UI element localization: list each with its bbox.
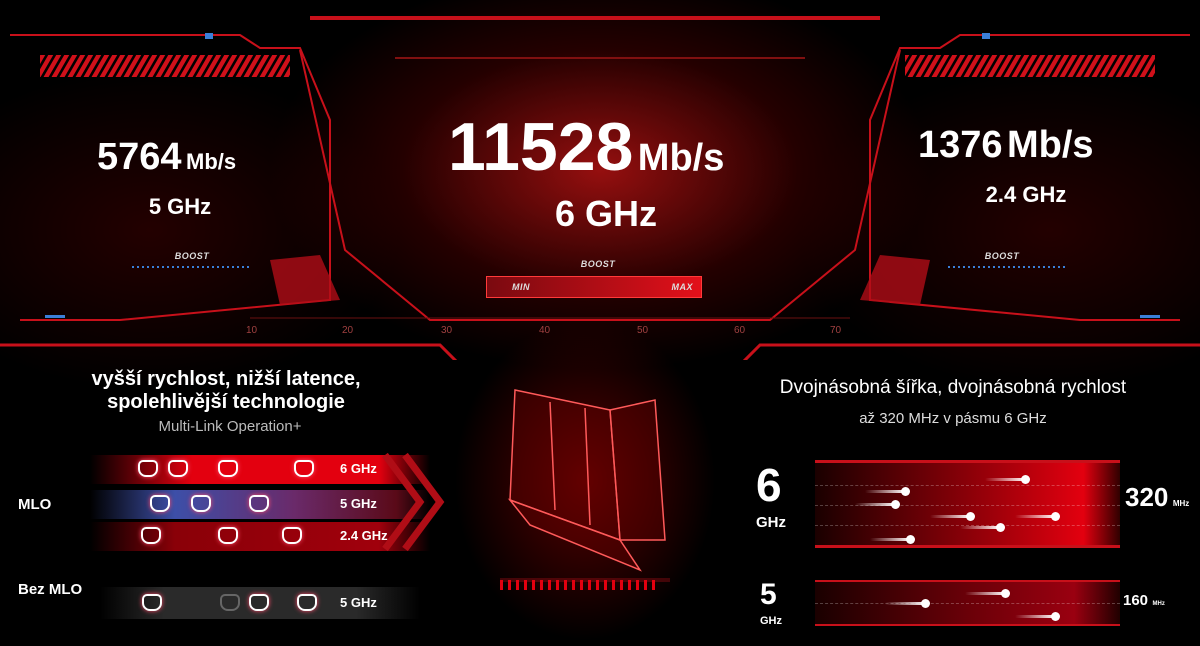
gamepad-icon: [282, 527, 302, 544]
rocket-icon: [865, 487, 910, 496]
left-speed-value: 5764: [97, 136, 182, 178]
lane: [815, 525, 1120, 526]
gamepad-icon: [168, 460, 188, 477]
scale-tick: 50: [637, 325, 649, 336]
width-subtitle: až 320 MHz v pásmu 6 GHz: [859, 410, 1047, 427]
lane: [815, 505, 1120, 506]
router-led-bar: [500, 580, 660, 590]
gamepad-icon: [191, 495, 211, 512]
mlo-title-line1: vyšší rychlost, nižší latence,: [91, 368, 361, 390]
rocket-icon: [965, 589, 1010, 598]
right-boost-label: BOOST: [984, 251, 1020, 261]
scale-tick: 10: [246, 325, 258, 336]
left-speed-unit: Mb/s: [186, 149, 237, 174]
gamepad-icon: [249, 594, 269, 611]
mlo-subtitle: Multi-Link Operation+: [158, 418, 302, 435]
left-boost-label: BOOST: [174, 251, 210, 261]
scale-tick: 40: [539, 325, 551, 336]
band5-width: 160 MHz: [1123, 592, 1165, 610]
gamepad-icon: [294, 460, 314, 477]
right-speed-unit: Mb/s: [1007, 124, 1094, 166]
rocket-icon: [1015, 512, 1060, 521]
gamepad-icon-inactive: [220, 594, 240, 611]
center-speed: 11528 Mb/s: [448, 108, 724, 186]
scale-tick: 30: [441, 325, 453, 336]
band-label: 5 GHz: [340, 496, 377, 511]
band6-unit: GHz: [756, 514, 786, 531]
scale-tick: 60: [734, 325, 746, 336]
band5-unit: GHz: [760, 615, 782, 627]
left-band: 5 GHz: [148, 194, 212, 219]
band-row-bez-mlo: 5 GHz: [100, 587, 420, 619]
right-speed-value: 1376: [918, 124, 1003, 166]
band6-width-value: 320: [1125, 482, 1169, 512]
center-boost-label: BOOST: [580, 259, 616, 269]
mlo-title: vyšší rychlost, nižší latence, spolehliv…: [60, 368, 392, 414]
band5-number: 5: [760, 578, 777, 611]
left-speed: 5764 Mb/s: [97, 136, 236, 179]
rocket-icon: [885, 599, 930, 608]
band-row-2-4ghz: 2.4 GHz: [90, 522, 430, 551]
chevron-arrows: [382, 452, 445, 552]
band-label: 5 GHz: [340, 595, 377, 610]
bez-mlo-label: Bez MLO: [18, 581, 83, 598]
rocket-icon: [930, 512, 975, 521]
band5-width-value: 160: [1123, 592, 1149, 609]
gamepad-icon: [297, 594, 317, 611]
gamepad-icon: [249, 495, 269, 512]
scale-tick: 70: [830, 325, 842, 336]
gamepad-icon: [138, 460, 158, 477]
band-label: 2.4 GHz: [340, 528, 388, 543]
boost-bar: MIN MAX: [486, 276, 702, 298]
gamepad-icon: [218, 460, 238, 477]
rocket-icon: [870, 535, 915, 544]
band6-width-unit: MHz: [1172, 499, 1190, 508]
width-title: Dvojnásobná šířka, dvojnásobná rychlost: [779, 377, 1127, 398]
boost-max: MAX: [671, 282, 693, 292]
rocket-icon: [855, 500, 900, 509]
center-speed-value: 11528: [448, 109, 634, 185]
mlo-title-line2: spolehlivější technologie: [107, 391, 345, 413]
channel-6ghz: [815, 460, 1120, 548]
gamepad-icon: [218, 527, 238, 544]
right-band: 2.4 GHz: [985, 182, 1067, 207]
scale-tick: 20: [342, 325, 354, 336]
boost-min: MIN: [512, 282, 530, 292]
band6-number: 6: [756, 459, 782, 511]
band-row-5ghz: 5 GHz: [90, 490, 430, 519]
gamepad-icon: [150, 495, 170, 512]
center-band: 6 GHz: [554, 193, 658, 234]
right-speed: 1376 Mb/s: [918, 124, 1094, 167]
center-speed-unit: Mb/s: [637, 137, 725, 179]
band-row-6ghz: 6 GHz: [90, 455, 430, 484]
band-label: 6 GHz: [340, 461, 377, 476]
left-boost-meter: [132, 266, 252, 268]
band6-width: 320 MHz: [1125, 482, 1189, 513]
lane: [815, 603, 1120, 604]
gamepad-icon: [141, 527, 161, 544]
lane: [815, 485, 1120, 486]
channel-5ghz: [815, 580, 1120, 626]
gamepad-icon: [142, 594, 162, 611]
rocket-icon: [1015, 612, 1060, 621]
rocket-icon: [960, 523, 1005, 532]
rocket-icon: [985, 475, 1030, 484]
mlo-label: MLO: [18, 496, 52, 513]
right-boost-meter: [948, 266, 1068, 268]
router-image: [500, 389, 670, 582]
hud-frame: [0, 16, 1200, 360]
band5-width-unit: MHz: [1152, 601, 1165, 607]
